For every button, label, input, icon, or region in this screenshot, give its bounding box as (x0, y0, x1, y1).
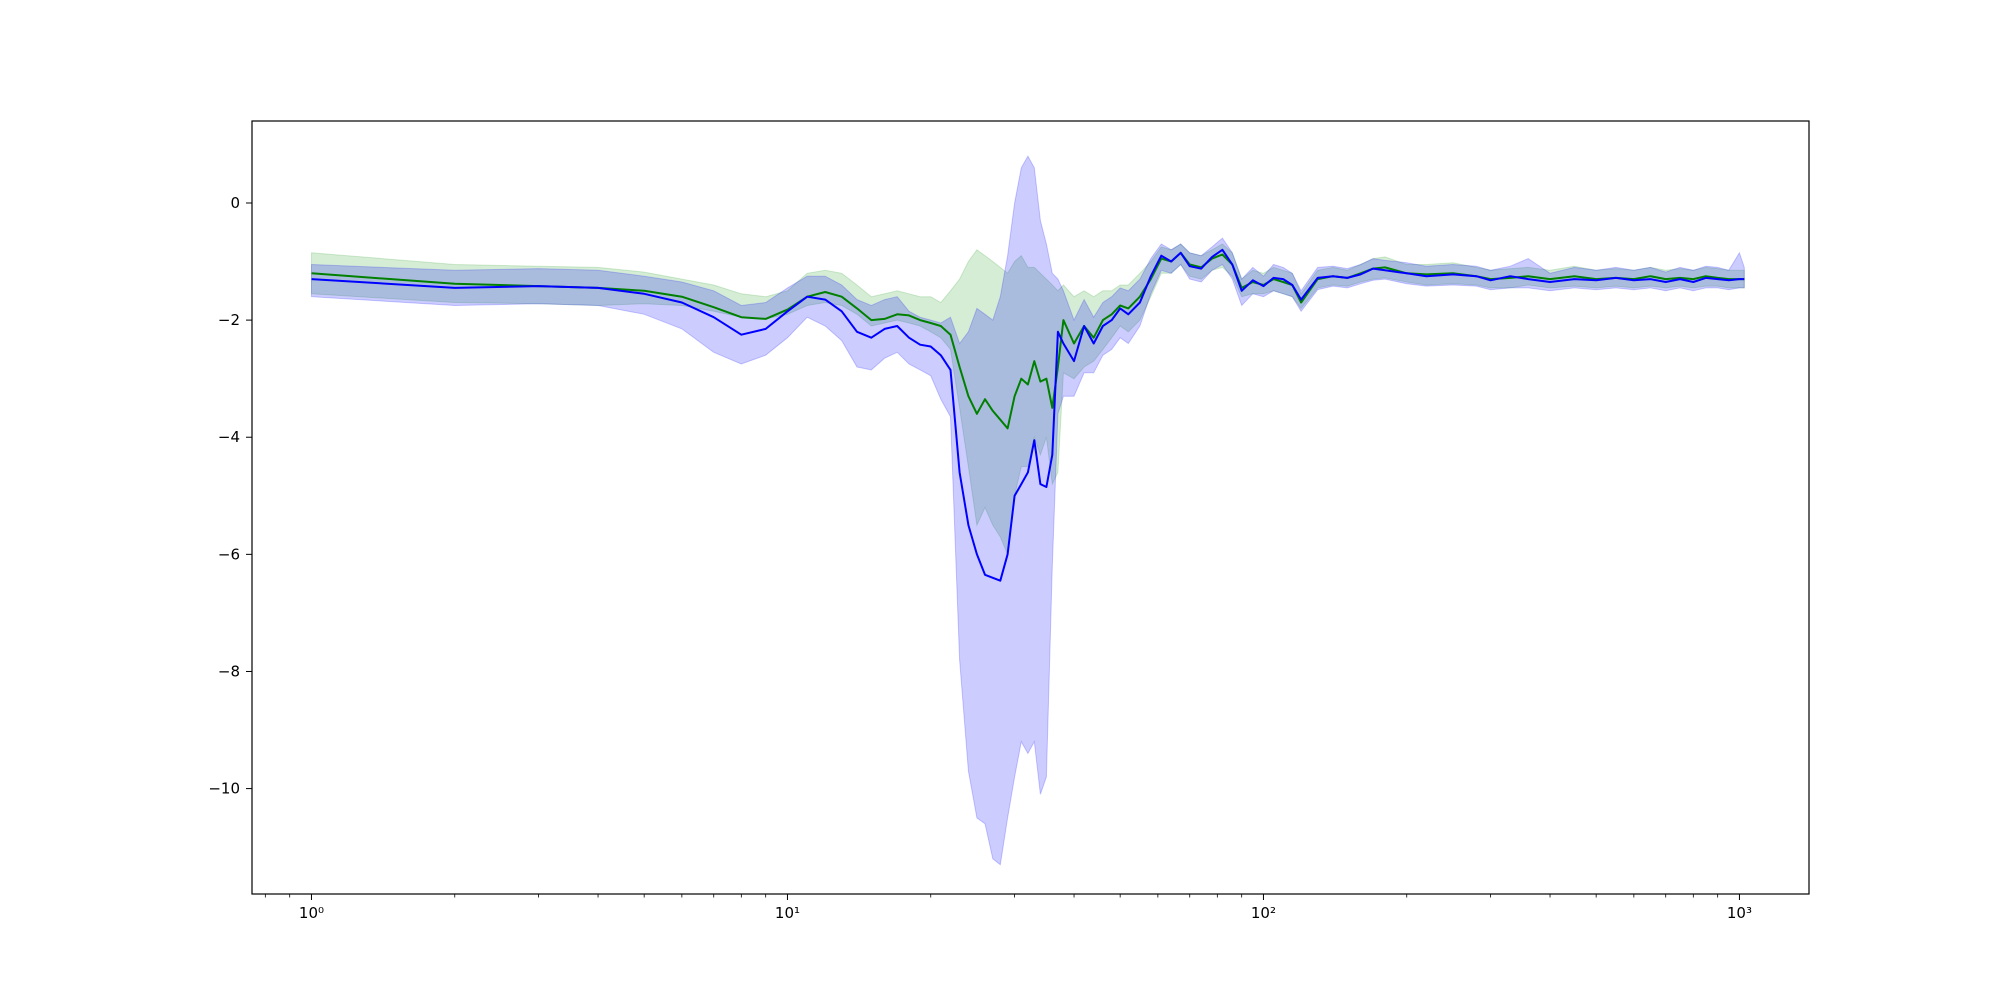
y-tick-label: −6 (218, 545, 240, 563)
x-tick-label: 10⁰ (299, 904, 324, 922)
y-tick-label: −4 (218, 428, 240, 446)
series-lines (311, 248, 1745, 582)
y-tick-label: −10 (208, 780, 240, 798)
series-line-2 (311, 248, 1745, 582)
y-tick-label: 0 (230, 194, 240, 212)
plot-area (311, 155, 1745, 866)
y-tick-label: −8 (218, 662, 240, 680)
axes-frame (251, 120, 1810, 895)
x-tick-label: 10³ (1727, 904, 1752, 922)
x-tick-label: 10² (1251, 904, 1276, 922)
y-axis: 0 −2 −4 −6 −8 −10 (208, 194, 252, 798)
y-tick-label: −2 (218, 311, 240, 329)
x-axis: 10⁰ 10¹ 10² 10³ (264, 894, 1752, 922)
x-tick-label: 10¹ (775, 904, 800, 922)
confidence-band-2 (311, 155, 1745, 866)
